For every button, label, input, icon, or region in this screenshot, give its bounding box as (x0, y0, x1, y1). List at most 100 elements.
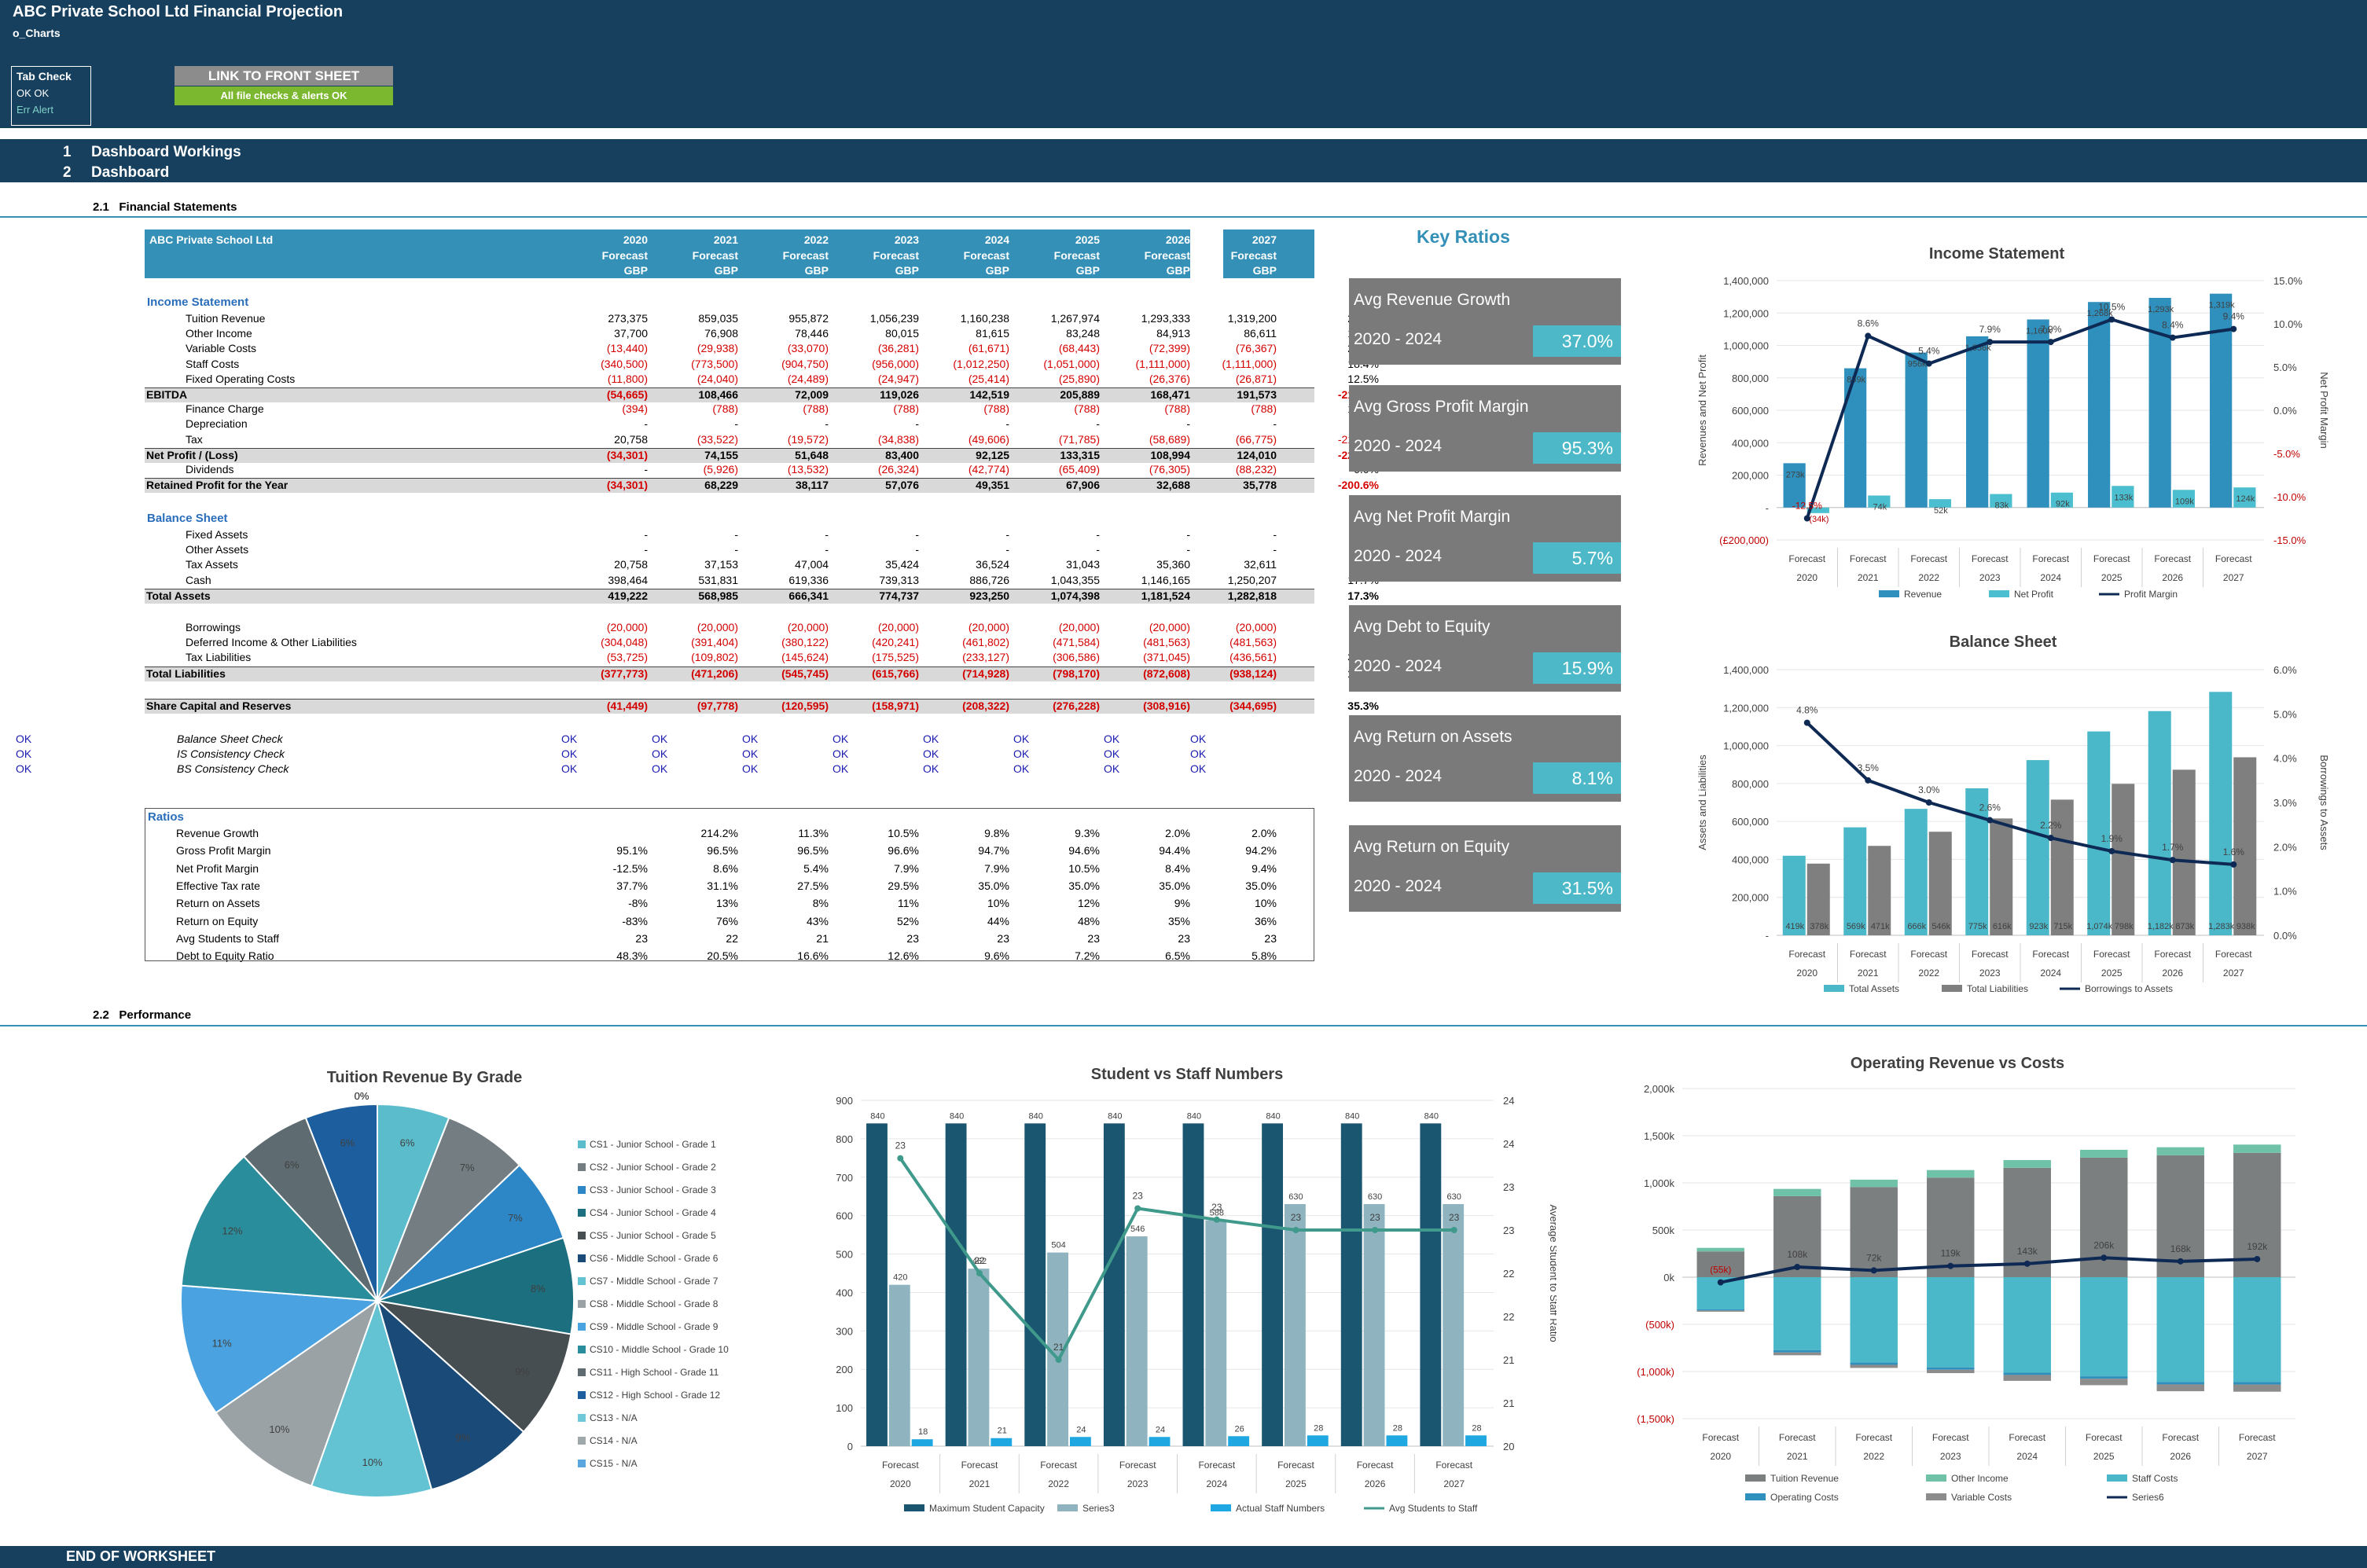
category-label: 2021 (1858, 572, 1879, 583)
y-tick-label: 300 (836, 1325, 853, 1337)
row-value: - (1186, 528, 1190, 541)
pie-slice (377, 1236, 575, 1335)
line-data-label: 168k (2170, 1243, 2192, 1254)
y-tick-label: 0k (1663, 1272, 1674, 1283)
bar-data-label: 840 (1424, 1111, 1439, 1121)
row-value: 49,351 (976, 479, 1009, 492)
y2-tick-label: 6.0% (2273, 664, 2297, 676)
ratio-value: 12% (1077, 897, 1100, 910)
key-ratio-value: 95.3% (1533, 432, 1621, 464)
bar-data-label: 92k (2056, 500, 2070, 509)
row-value: 51,648 (795, 448, 829, 461)
section-1-link[interactable]: 1 Dashboard Workings (63, 144, 241, 161)
row-value: 859,035 (698, 312, 738, 325)
section-2-link[interactable]: 2 Dashboard (63, 164, 169, 182)
line-data-label: 23 (1133, 1191, 1144, 1202)
bar-staff-costs (2080, 1277, 2128, 1377)
ratio-value: 95.1% (616, 844, 648, 857)
line-data-label: 119k (1941, 1248, 1961, 1259)
category-label: 2026 (1365, 1478, 1386, 1489)
pie-data-label: 7% (508, 1212, 523, 1224)
ratio-value: 7.9% (984, 861, 1009, 875)
row-value: 1,319,200 (1227, 312, 1277, 325)
ratio-value: 48% (1077, 914, 1100, 927)
row-value: 37,153 (704, 558, 738, 571)
legend-label: Revenue (1904, 589, 1942, 600)
row-value: 398,464 (608, 573, 648, 586)
row-value: (788) (893, 402, 919, 416)
y-tick-label: 800 (836, 1133, 853, 1145)
legend-swatch (578, 1232, 586, 1239)
row-value: 191,573 (1237, 388, 1277, 401)
row-label: EBITDA (146, 388, 188, 401)
y-tick-label: 400 (836, 1287, 853, 1298)
y-tick-label: 500 (836, 1249, 853, 1261)
key-ratio-name: Avg Net Profit Margin (1354, 508, 1511, 526)
line-point (1803, 515, 1810, 522)
bar-revenue (1966, 336, 1989, 508)
table-row: Borrowings (20,000) (20,000) (20,000) (20,00… (145, 621, 1379, 636)
check-label: Balance Sheet Check (177, 733, 283, 745)
row-label: Cash (186, 573, 211, 586)
legend-swatch (578, 1391, 586, 1399)
row-value: - (825, 528, 829, 541)
header-band: ABC Private School Ltd Financial Project… (0, 0, 2367, 128)
category-label-top: Forecast (961, 1460, 998, 1471)
row-value: 923,250 (969, 589, 1009, 602)
row-value: (773,500) (691, 357, 738, 370)
ratio-label: Effective Tax rate (176, 879, 260, 892)
ratio-value: 23 (906, 931, 919, 945)
category-label-top: Forecast (1850, 949, 1887, 960)
line-data-label: 7.9% (1979, 324, 2001, 335)
section-label: Dashboard (91, 164, 170, 181)
line-point (1213, 1216, 1220, 1223)
row-value: 205,889 (1060, 388, 1100, 401)
legend-swatch (578, 1460, 586, 1467)
ratio-value: 10% (1254, 897, 1277, 910)
bar-actual-staff-numbers (1149, 1437, 1171, 1446)
key-ratio-value: 5.7% (1533, 542, 1621, 574)
legend-label: CS13 - N/A (590, 1412, 638, 1423)
bar-data-label: 462 (972, 1257, 987, 1266)
category-label-top: Forecast (1357, 1460, 1394, 1471)
legend-swatch (578, 1277, 586, 1285)
row-value: 142,519 (969, 388, 1009, 401)
bar-actual-staff-numbers (1465, 1435, 1487, 1446)
key-ratio-period: 2020 - 2024 (1354, 437, 1443, 455)
table-row: Fixed Operating Costs (11,800) (24,040) (24… (145, 372, 1379, 387)
ratio-row: Return on Equity -83% 76% 43% 52% 44% 48% 35% 36… (145, 915, 1314, 930)
bar-other-income (2156, 1147, 2204, 1155)
table-row: Finance Charge (394) (788) (788) (788) (788) (… (145, 402, 1379, 417)
row-value: (72,399) (1149, 342, 1190, 355)
check-value: OK (1013, 747, 1030, 760)
row-value: - (734, 543, 738, 556)
line-profit-margin (1805, 318, 2234, 520)
link-to-front-sheet-button[interactable]: LINK TO FRONT SHEET (175, 66, 393, 86)
operating-revenue-costs-chart: (1,500k) (1,000k) (500k) 0k 500k 1,000k 1,500k… (1637, 1083, 2295, 1503)
divider (0, 216, 2367, 218)
line-data-label: 9.4% (2223, 311, 2245, 322)
row-cagr: 17.3% (1347, 589, 1379, 602)
category-label: 2025 (2101, 572, 2123, 583)
bar-data-label: 471k (1871, 922, 1890, 931)
row-value: (54,665) (606, 388, 648, 401)
bar-maximum-student-capacity (1420, 1123, 1442, 1446)
row-value: (24,947) (877, 372, 919, 385)
subsection-number: 2.2 (93, 1008, 109, 1022)
row-value: (20,000) (1058, 621, 1100, 633)
row-value: 133,315 (1060, 448, 1100, 461)
row-value: (394) (622, 402, 648, 416)
category-label-top: Forecast (1932, 1432, 1969, 1443)
bar-data-label: 630 (1447, 1192, 1461, 1202)
legend-swatch (1211, 1504, 1231, 1511)
bar-tuition-revenue (1696, 1251, 1744, 1277)
line-point (2177, 1258, 2184, 1265)
row-value: (20,000) (606, 621, 648, 633)
table-row: Cash 398,464 531,831 619,336 739,313 886,726 1… (145, 573, 1379, 589)
end-of-worksheet-label: END OF WORKSHEET (66, 1548, 216, 1564)
bar-data-label: 1,268k (2087, 309, 2114, 318)
row-value: (304,048) (601, 636, 648, 649)
row-value: (904,750) (781, 357, 829, 370)
line-point (1803, 719, 1810, 726)
row-value: 273,375 (608, 312, 648, 325)
